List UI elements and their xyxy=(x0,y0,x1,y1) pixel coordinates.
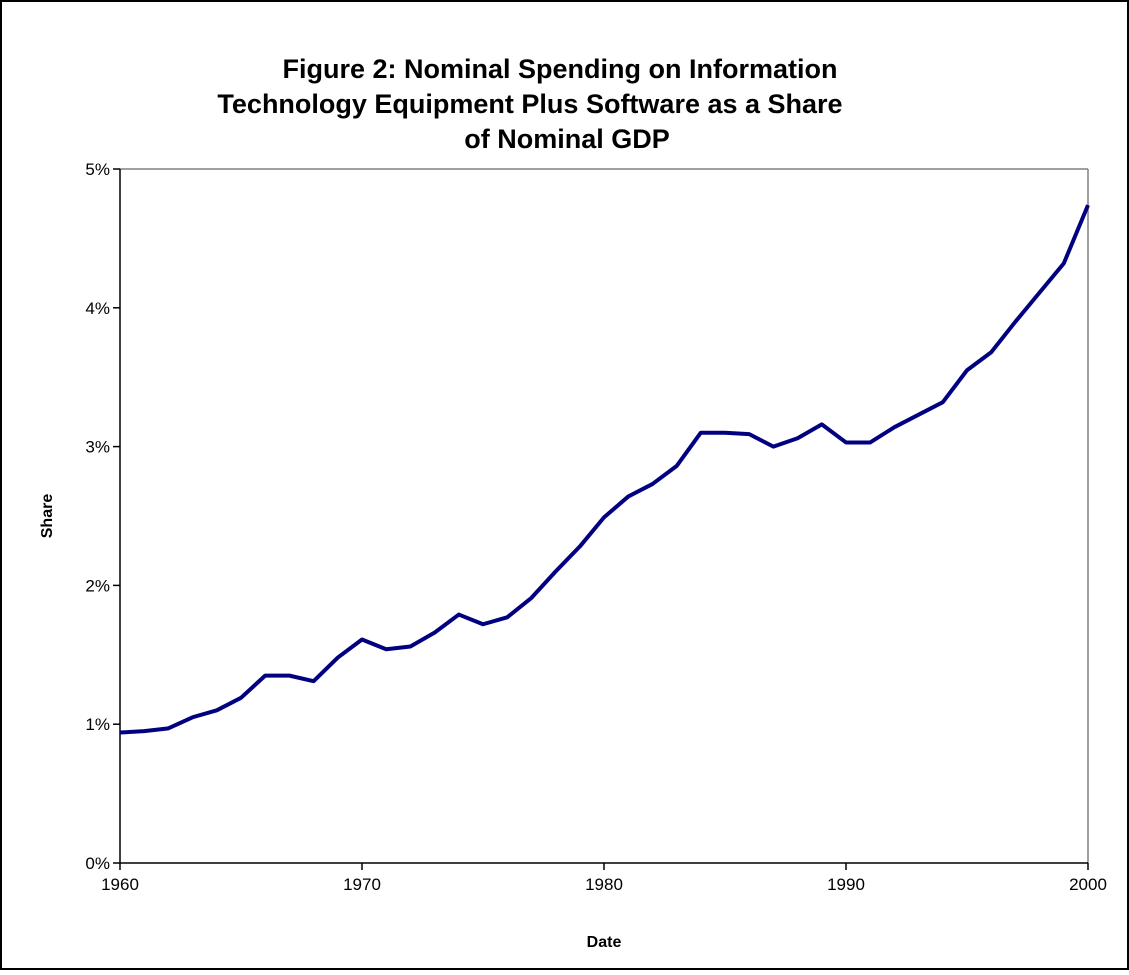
x-tick-label: 1990 xyxy=(827,875,865,894)
data-line xyxy=(119,204,1090,735)
x-tick-label: 1960 xyxy=(101,875,139,894)
y-tick-label: 0% xyxy=(85,854,110,873)
x-tick-label: 2000 xyxy=(1069,875,1107,894)
y-tick-label: 3% xyxy=(85,438,110,457)
y-axis-label: Share xyxy=(39,494,56,539)
y-tick-label: 5% xyxy=(85,160,110,179)
chart-title: of Nominal GDP xyxy=(464,124,670,154)
y-tick-label: 1% xyxy=(85,715,110,734)
chart-title: Technology Equipment Plus Software as a … xyxy=(217,89,842,119)
x-tick-label: 1980 xyxy=(585,875,623,894)
y-tick-label: 2% xyxy=(85,576,110,595)
x-axis-label: Date xyxy=(587,934,622,951)
y-tick-label: 4% xyxy=(85,299,110,318)
x-tick-label: 1970 xyxy=(343,875,381,894)
chart-title: Figure 2: Nominal Spending on Informatio… xyxy=(283,54,838,84)
